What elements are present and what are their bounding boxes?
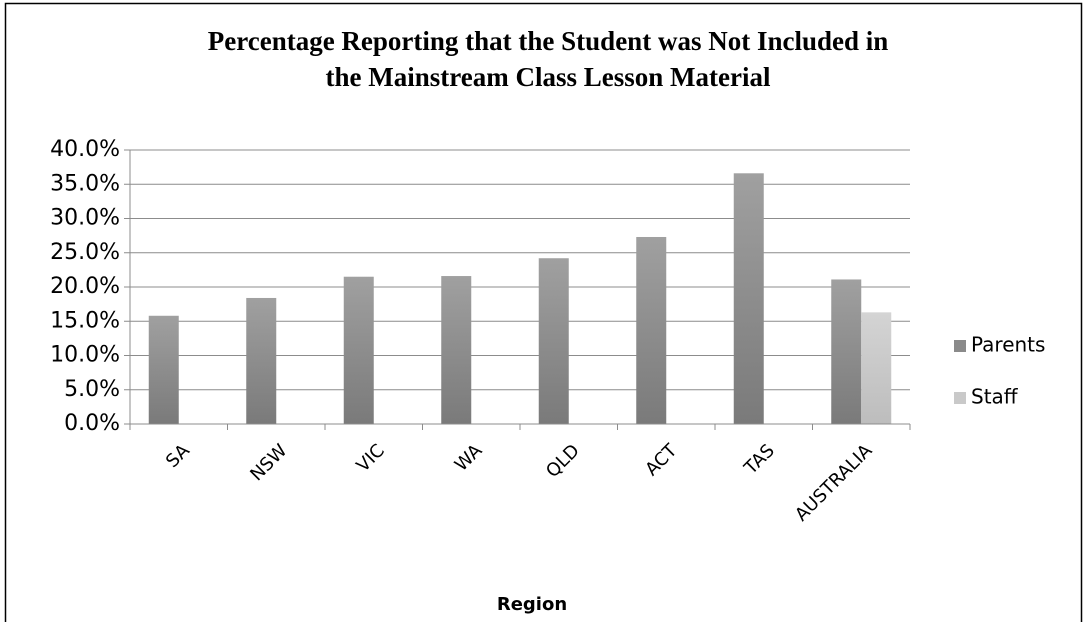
y-tick-label: 10.0% — [50, 343, 120, 368]
bar — [441, 276, 472, 424]
legend-swatch — [954, 340, 966, 352]
x-tick-label: QLD — [542, 440, 584, 482]
x-tick-label: NSW — [246, 440, 291, 485]
legend-label: Staff — [971, 385, 1019, 409]
bar — [636, 236, 667, 424]
bar — [343, 276, 374, 424]
y-tick-label: 5.0% — [64, 377, 120, 402]
chart-title: the Mainstream Class Lesson Material — [326, 62, 771, 92]
legend-label: Parents — [971, 333, 1045, 357]
x-tick-label: SA — [162, 440, 194, 472]
y-tick-label: 40.0% — [50, 137, 120, 162]
bar — [861, 312, 892, 424]
bar — [148, 315, 179, 424]
bar — [246, 297, 277, 424]
y-tick-label: 25.0% — [50, 240, 120, 265]
y-tick-label: 20.0% — [50, 274, 120, 299]
chart-title: Percentage Reporting that the Student wa… — [208, 26, 889, 56]
x-axis-label: Region — [497, 594, 567, 615]
legend-swatch — [954, 392, 966, 404]
bar — [733, 173, 764, 424]
y-tick-label: 35.0% — [50, 171, 120, 196]
y-tick-label: 0.0% — [64, 411, 120, 436]
y-tick-label: 15.0% — [50, 308, 120, 333]
bar — [538, 258, 569, 424]
x-tick-label: WA — [451, 440, 487, 476]
x-tick-label: TAS — [740, 440, 779, 479]
bar — [831, 279, 862, 424]
x-tick-label: AUSTRALIA — [791, 440, 877, 526]
y-tick-label: 30.0% — [50, 206, 120, 231]
x-tick-label: VIC — [353, 440, 389, 476]
x-tick-label: ACT — [641, 440, 682, 481]
frame — [4, 2, 1083, 622]
